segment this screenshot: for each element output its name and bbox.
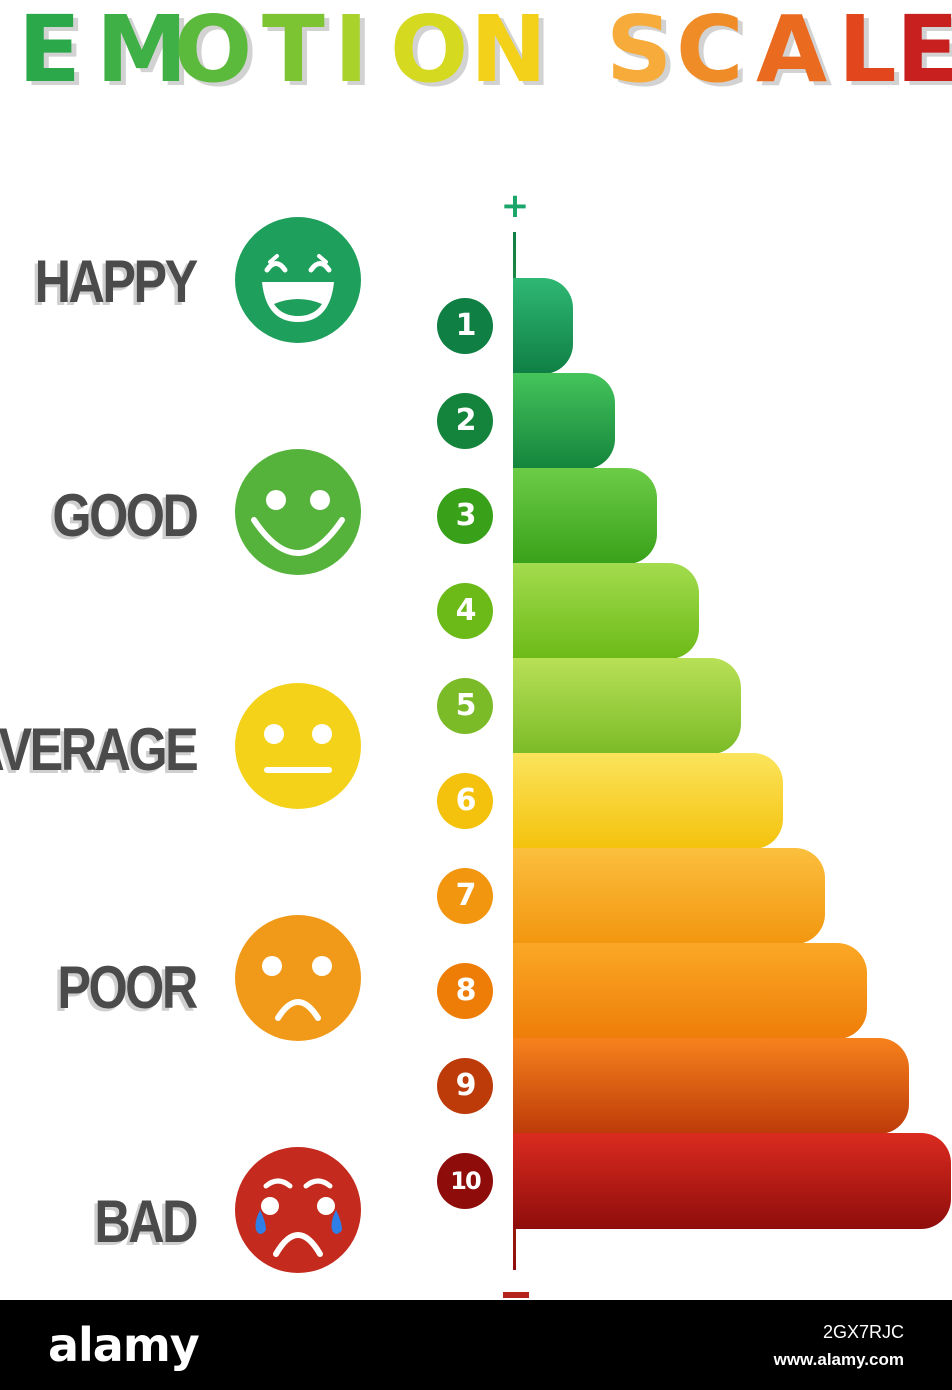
smiling-face-icon <box>235 449 361 575</box>
scale-minus-sign <box>503 1292 529 1298</box>
scale-number-8: 8 <box>437 963 493 1019</box>
scale-bar-4 <box>513 563 699 659</box>
title-letter: M <box>96 0 188 103</box>
title-letter: I <box>334 0 369 103</box>
title-letter: L <box>838 0 897 103</box>
title-letter: E <box>18 0 81 103</box>
title-letter: A <box>756 0 828 103</box>
scale-number-1: 1 <box>437 298 493 354</box>
label-happy: HAPPY <box>34 248 199 315</box>
title-letter: S <box>606 0 673 103</box>
label-bad: BAD <box>94 1188 198 1255</box>
title-letter: E <box>896 0 952 103</box>
neutral-face-icon <box>235 683 361 809</box>
label-good: GOOD <box>52 482 198 549</box>
title-letter: C <box>676 0 744 103</box>
scale-bar-9 <box>513 1038 909 1134</box>
footer-brand-logo: alamy <box>48 1318 200 1372</box>
label-average: AVERAGE <box>0 716 199 783</box>
scale-number-4: 4 <box>437 583 493 639</box>
title-letter: T <box>262 0 325 103</box>
footer-site-url: www.alamy.com <box>773 1350 904 1369</box>
scale-bar-10 <box>513 1133 951 1229</box>
title-letter: N <box>470 0 547 103</box>
label-poor: POOR <box>57 954 199 1021</box>
title-letter: O <box>390 0 469 103</box>
scale-bar-8 <box>513 943 867 1039</box>
scale-bar-7 <box>513 848 825 944</box>
title-letter: O <box>174 0 253 103</box>
scale-number-10: 10 <box>437 1153 493 1209</box>
scale-number-6: 6 <box>437 773 493 829</box>
scale-bar-2 <box>513 373 615 469</box>
grinning-face-icon <box>235 217 361 343</box>
scale-bar-3 <box>513 468 657 564</box>
scale-bar-6 <box>513 753 783 849</box>
crying-face-icon <box>235 1147 361 1273</box>
scale-bar-5 <box>513 658 741 754</box>
footer-image-id: 2GX7RJC <box>822 1322 904 1342</box>
scale-number-5: 5 <box>437 678 493 734</box>
scale-number-3: 3 <box>437 488 493 544</box>
scale-number-2: 2 <box>437 393 493 449</box>
scale-number-7: 7 <box>437 868 493 924</box>
footer-bar: alamy 2GX7RJC www.alamy.com <box>0 1300 952 1390</box>
frowning-face-icon <box>235 915 361 1041</box>
scale-number-9: 9 <box>437 1058 493 1114</box>
scale-plus-sign: + <box>500 186 530 226</box>
scale-bar-1 <box>513 278 573 374</box>
